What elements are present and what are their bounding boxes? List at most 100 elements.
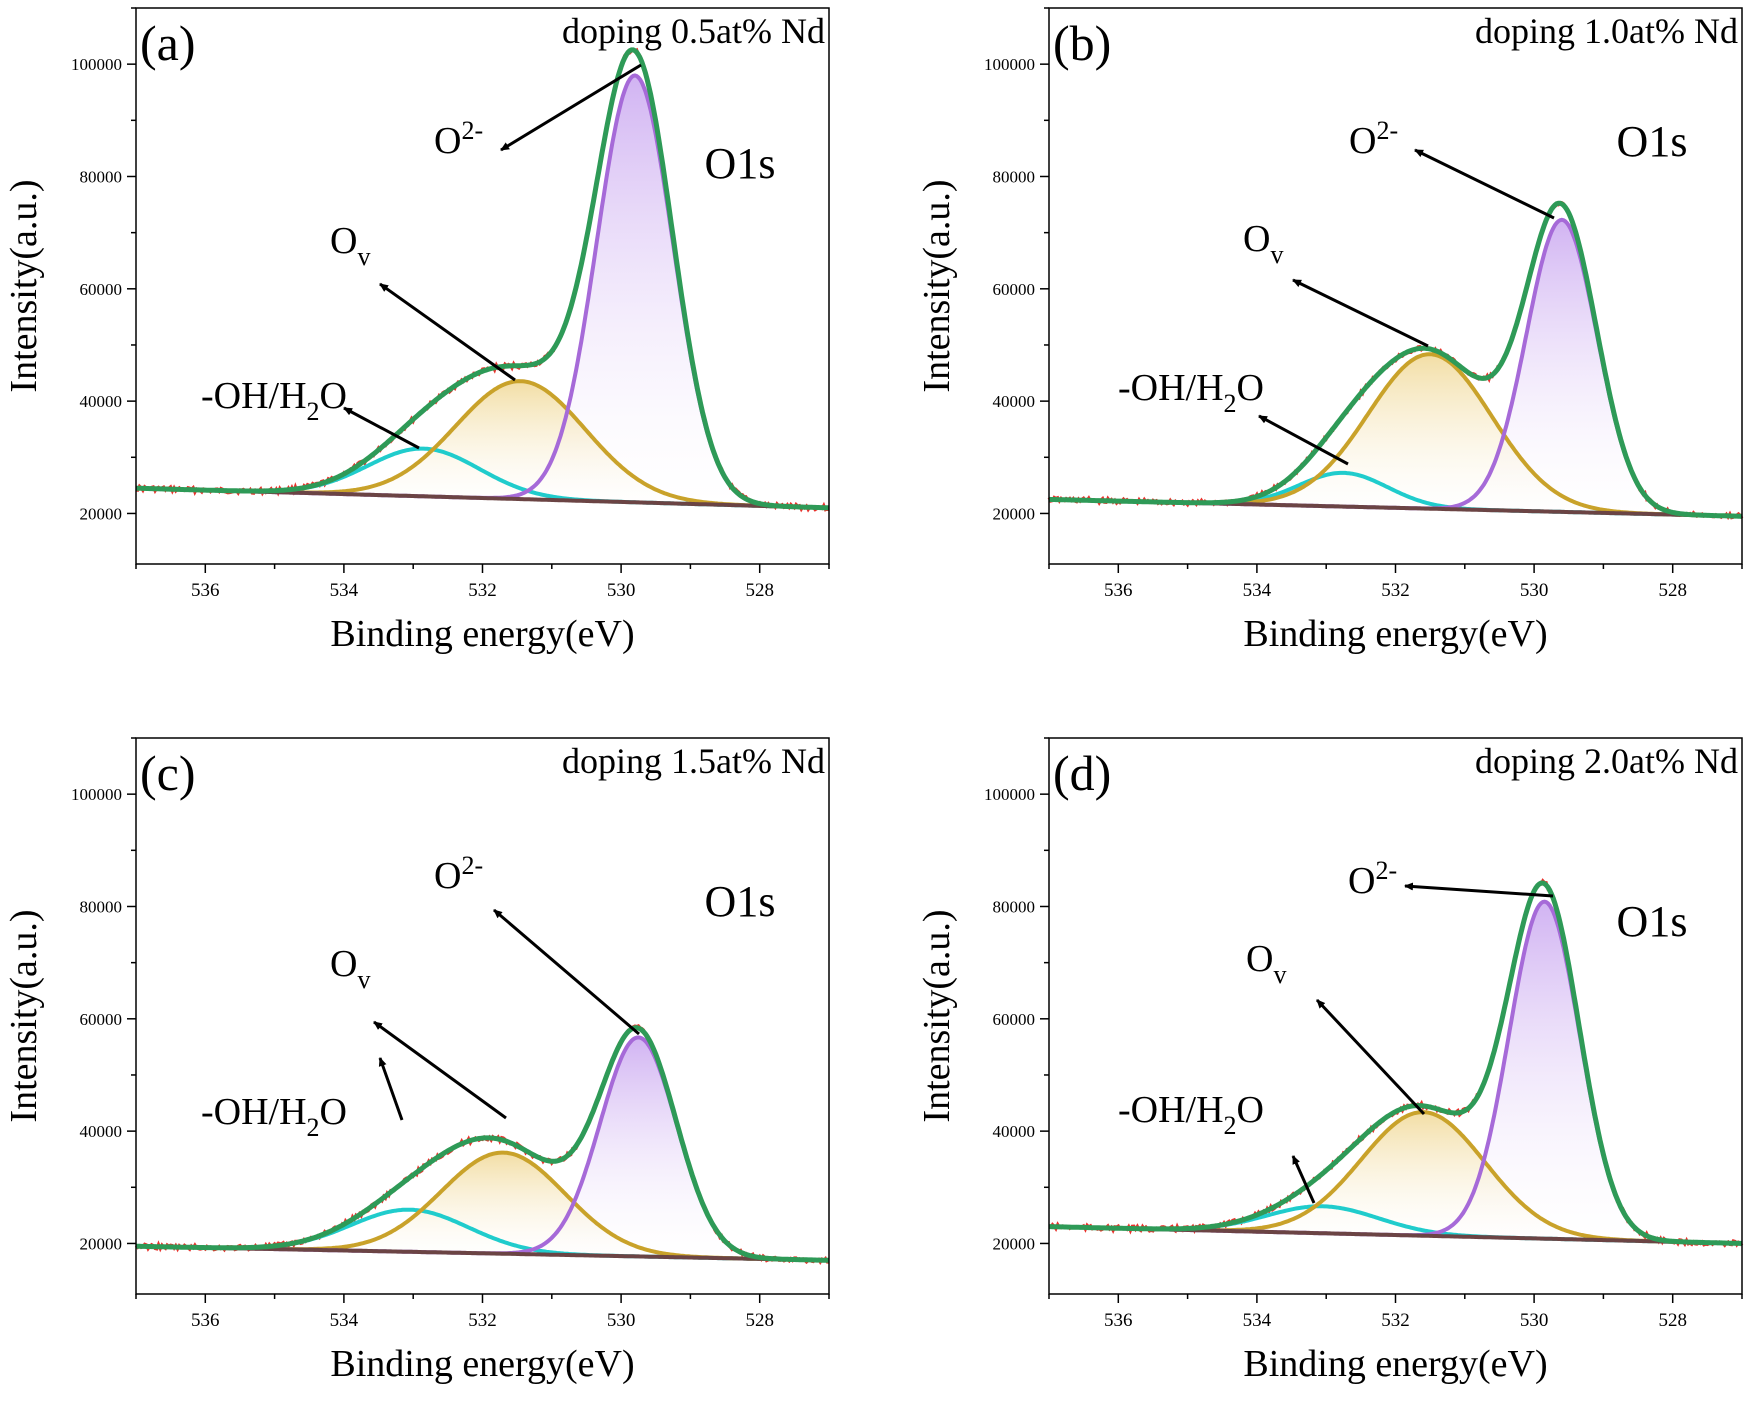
y-tick-label: 20000 <box>993 504 1036 523</box>
panel-a: 536 534 532 530 528 Binding energy(eV) 20000 40… <box>3 7 830 655</box>
y-tick-label: 80000 <box>80 167 123 186</box>
x-tick-label: 536 <box>191 580 220 601</box>
envelope-fit-line <box>136 1025 829 1263</box>
peak-annotation: -OH/H2O <box>1118 367 1264 418</box>
panel-label: (b) <box>1053 15 1111 71</box>
annotation-sup: 2- <box>461 116 483 145</box>
annotation-main: -OH/H <box>1118 1089 1224 1131</box>
y-axis-title: Intensity(a.u.) <box>916 179 958 392</box>
panel-b: 536 534 532 530 528 Binding energy(eV) 20000 40… <box>916 7 1744 655</box>
x-tick-label: 530 <box>607 580 636 601</box>
y-tick-label: 80000 <box>993 897 1036 916</box>
annotation-main: O <box>434 120 461 162</box>
annotation-sub: 2 <box>1224 389 1237 418</box>
y-axis-title: Intensity(a.u.) <box>3 179 45 392</box>
annotation-sub: 2 <box>307 397 320 426</box>
x-tick-label: 532 <box>1381 580 1410 601</box>
y-tick-label: 60000 <box>993 1010 1036 1029</box>
annotation-sup: 2- <box>461 851 483 880</box>
annotation-arrow <box>493 908 640 1036</box>
x-tick-label: 532 <box>468 580 497 601</box>
annotation-arrow <box>1258 414 1349 466</box>
ov-peak-fill <box>1049 354 1742 517</box>
region-label: O1s <box>1617 117 1688 166</box>
annotation-main: O <box>1246 938 1273 980</box>
annotation-sub: v <box>357 965 370 994</box>
panel-c: 536 534 532 530 528 Binding energy(eV) 20000 40… <box>3 737 830 1385</box>
x-tick-label: 532 <box>1381 1310 1410 1331</box>
x-tick-label: 536 <box>1104 580 1133 601</box>
panel-label: (d) <box>1053 745 1111 801</box>
y-tick-label: 100000 <box>71 785 122 804</box>
peak-annotation: O2- <box>1349 116 1398 162</box>
annotation-arrow <box>373 1020 507 1120</box>
annotation-tail: O <box>320 375 347 417</box>
x-axis-title: Binding energy(eV) <box>330 613 634 655</box>
annotation-main: O <box>1243 218 1270 260</box>
x-axis: 536 534 532 530 528 Binding energy(eV) <box>135 564 830 655</box>
panel-d: 536 534 532 530 528 Binding energy(eV) 20000 40… <box>916 737 1744 1385</box>
envelope-fit-line <box>136 47 829 511</box>
x-tick-label: 536 <box>1104 1310 1133 1331</box>
x-tick-label: 528 <box>1658 580 1687 601</box>
y-tick-label: 80000 <box>80 897 123 916</box>
panel-label: (a) <box>140 15 196 71</box>
x-tick-label: 536 <box>191 1310 220 1331</box>
y-axis-title: Intensity(a.u.) <box>916 909 958 1122</box>
o2-peak-fill <box>136 1037 829 1261</box>
y-axis: 20000 40000 60000 80000 100000 Intensity(a.u.… <box>3 7 136 523</box>
ov-peak-fill <box>1049 1112 1742 1244</box>
o2-peak-fill <box>1049 219 1742 517</box>
y-tick-label: 100000 <box>984 55 1035 74</box>
ov-peak-fill <box>136 381 829 508</box>
o2-peak-fill <box>136 75 829 508</box>
condition-label: doping 2.0at% Nd <box>1475 741 1738 781</box>
y-tick-label: 100000 <box>71 55 122 74</box>
peak-annotation: Ov <box>1243 218 1283 269</box>
peak-annotation: Ov <box>1246 938 1286 989</box>
annotation-arrow <box>1292 278 1429 348</box>
annotation-arrow <box>378 1057 404 1121</box>
annotation-main: -OH/H <box>201 1091 307 1133</box>
o2-peak-fill <box>1049 901 1742 1244</box>
y-axis: 20000 40000 60000 80000 100000 Intensity(a.u.… <box>3 737 136 1253</box>
annotation-sub: v <box>1270 240 1283 269</box>
y-tick-label: 40000 <box>993 392 1036 411</box>
annotation-arrow <box>1414 148 1555 220</box>
region-label: O1s <box>705 139 776 188</box>
region-label: O1s <box>705 877 776 926</box>
y-tick-label: 20000 <box>80 504 123 523</box>
y-tick-label: 80000 <box>993 167 1036 186</box>
annotation-tail: O <box>1237 1089 1264 1131</box>
envelope-fit-line <box>1048 200 1743 519</box>
envelope-fit-line <box>1049 880 1743 1246</box>
annotation-sub: v <box>1273 960 1286 989</box>
annotation-arrow <box>379 282 516 382</box>
y-tick-label: 20000 <box>80 1234 123 1253</box>
annotation-arrow <box>1291 1155 1316 1204</box>
condition-label: doping 0.5at% Nd <box>562 11 825 51</box>
y-axis: 20000 40000 60000 80000 100000 Intensity(a.u.… <box>916 737 1049 1253</box>
annotation-main: O <box>1349 120 1376 162</box>
annotation-tail: O <box>1237 367 1264 409</box>
annotation-sup: 2- <box>1375 856 1397 885</box>
x-axis: 536 534 532 530 528 Binding energy(eV) <box>135 1294 830 1385</box>
panel-label: (c) <box>140 745 196 801</box>
x-axis: 536 534 532 530 528 Binding energy(eV) <box>1048 564 1743 655</box>
y-axis: 20000 40000 60000 80000 100000 Intensity(a.u.… <box>916 7 1049 523</box>
y-tick-label: 60000 <box>993 280 1036 299</box>
x-axis-title: Binding energy(eV) <box>330 1343 634 1385</box>
y-tick-label: 20000 <box>993 1234 1036 1253</box>
x-tick-label: 534 <box>330 1310 359 1331</box>
peak-annotation: Ov <box>330 220 370 271</box>
x-tick-label: 534 <box>1243 1310 1272 1331</box>
x-tick-label: 530 <box>1520 1310 1549 1331</box>
x-tick-label: 530 <box>607 1310 636 1331</box>
y-tick-label: 60000 <box>80 1010 123 1029</box>
x-tick-label: 532 <box>468 1310 497 1331</box>
x-tick-label: 534 <box>1243 580 1272 601</box>
annotation-sub: v <box>357 242 370 271</box>
peak-annotation: O2- <box>1348 856 1397 902</box>
x-axis: 536 534 532 530 528 Binding energy(eV) <box>1048 1294 1743 1385</box>
peak-annotation: O2- <box>434 851 483 897</box>
